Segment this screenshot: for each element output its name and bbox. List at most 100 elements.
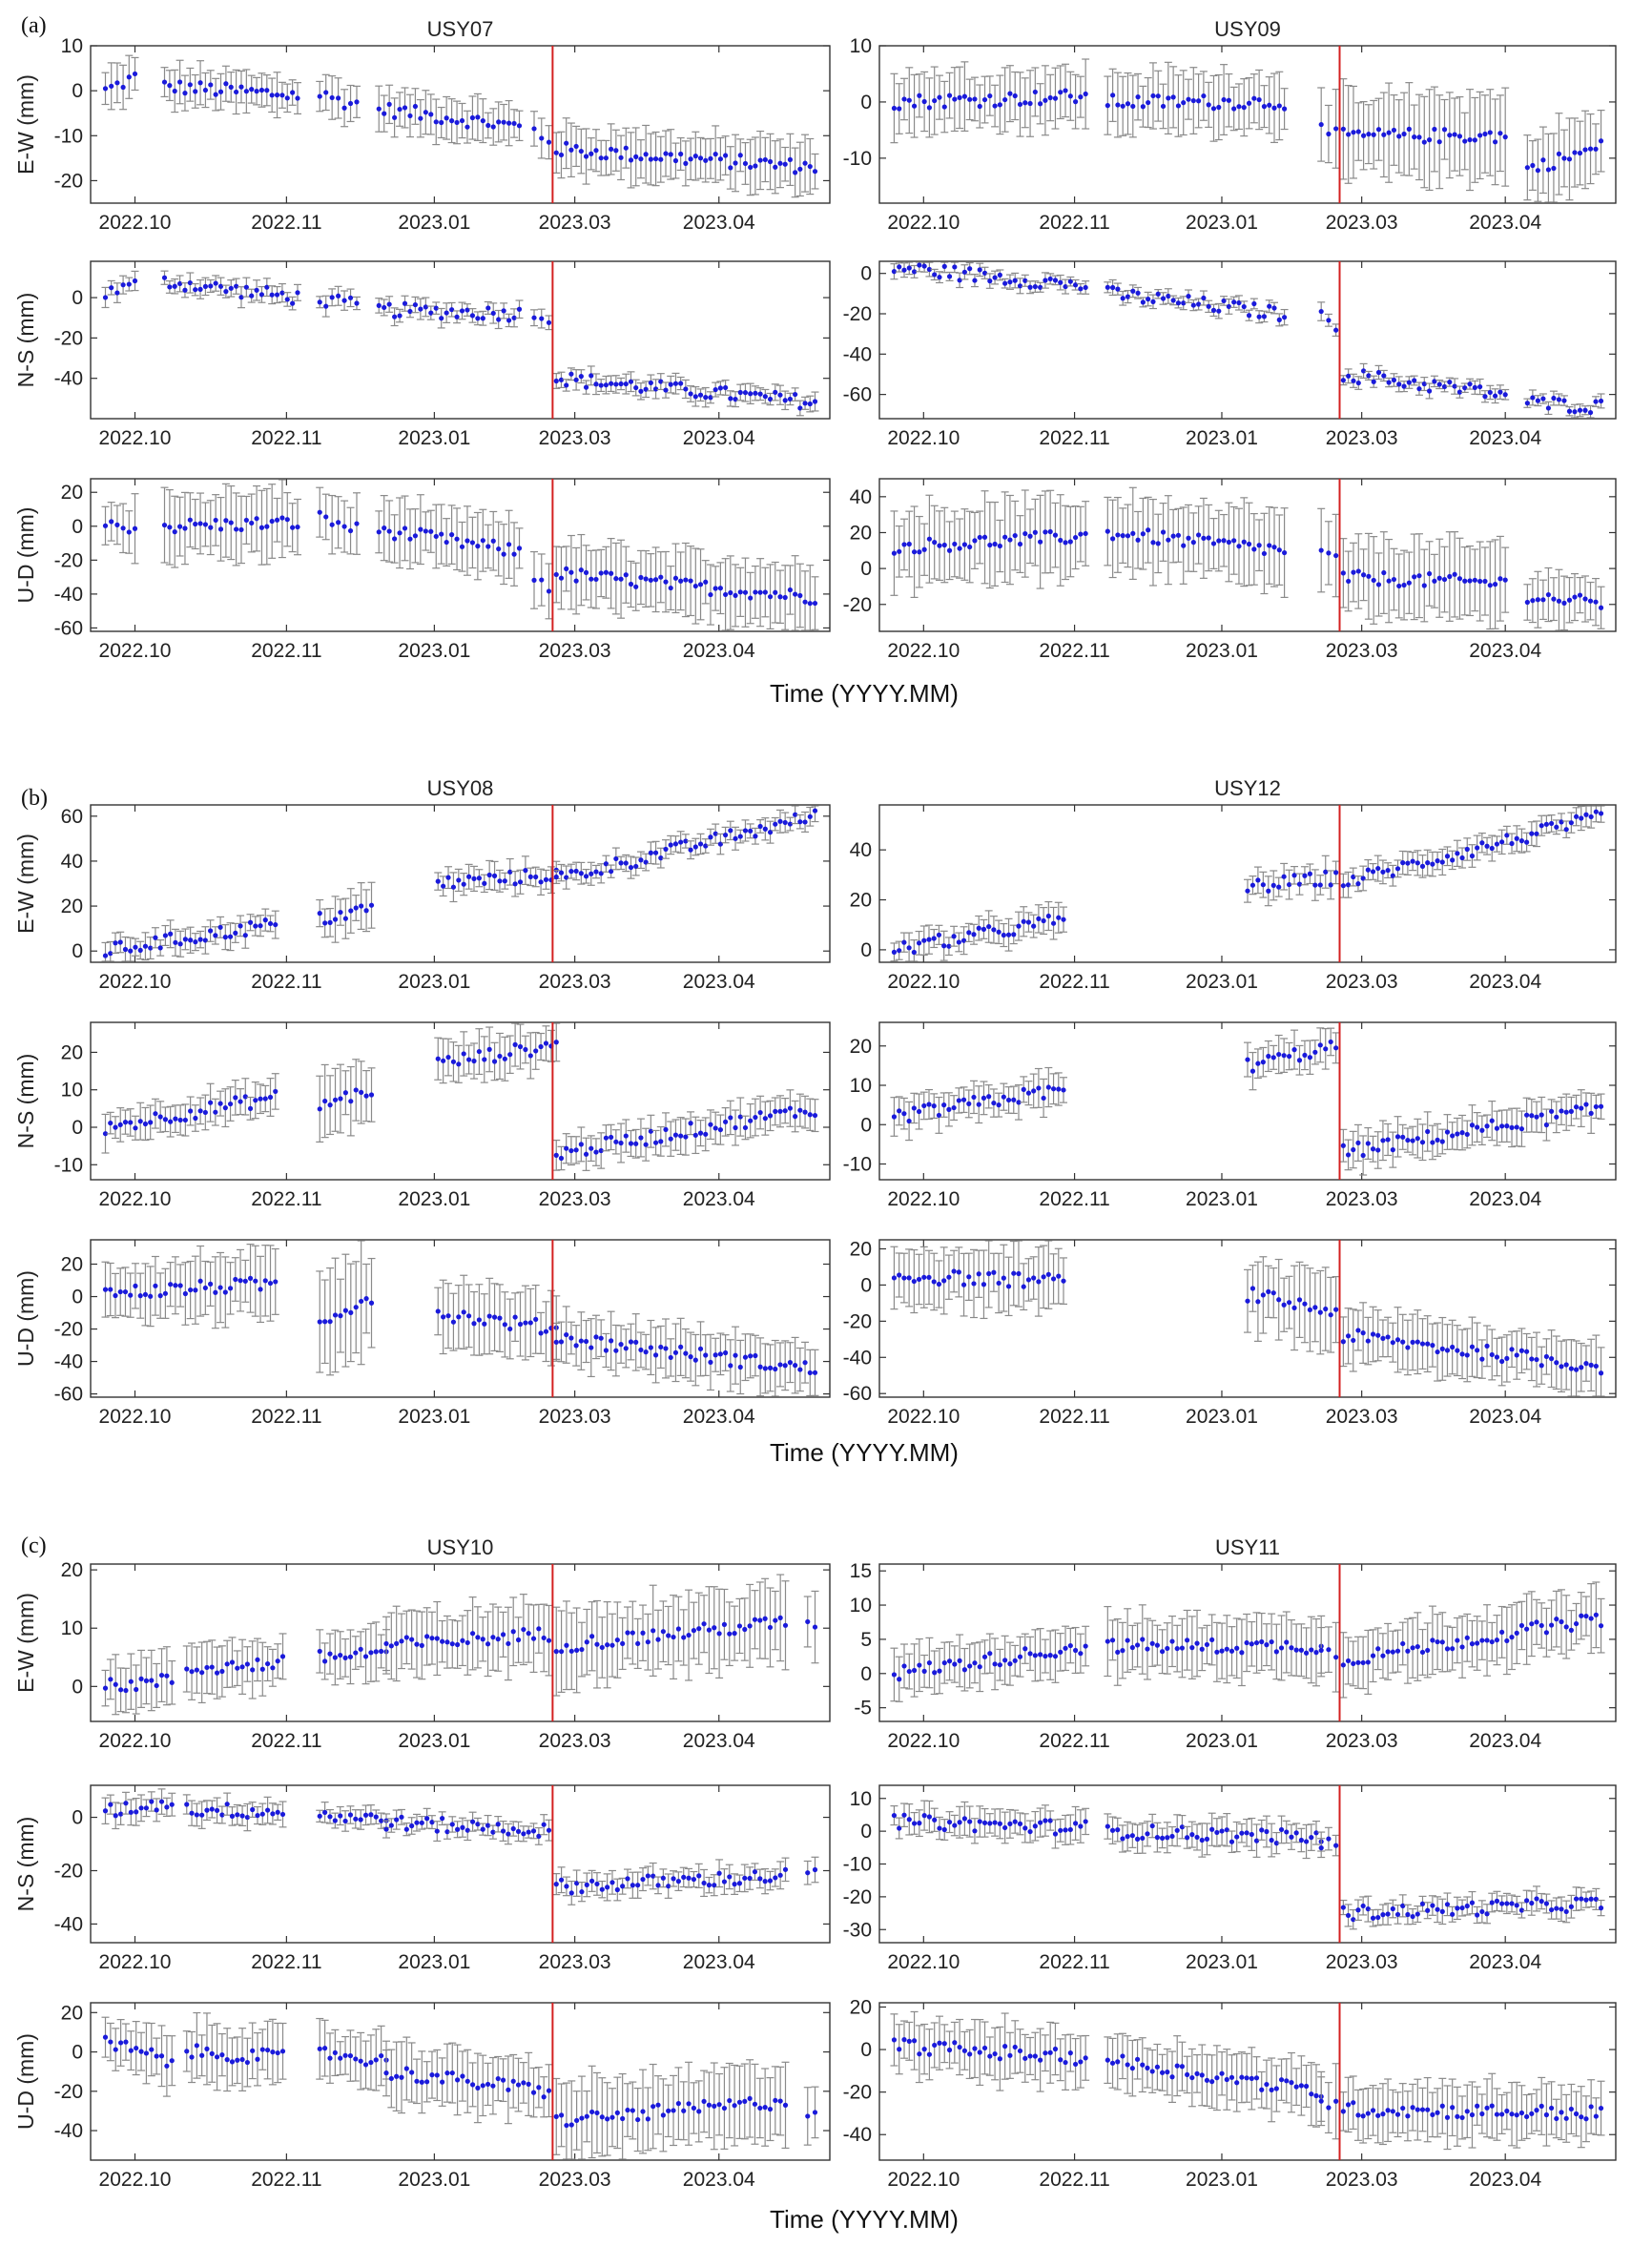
data-point: [114, 522, 120, 527]
data-point: [753, 1114, 758, 1121]
data-point: [213, 1109, 218, 1115]
data-point: [412, 103, 419, 110]
data-point: [1025, 919, 1032, 925]
data-point: [348, 1309, 354, 1315]
data-point: [1360, 133, 1367, 138]
data-point: [901, 542, 907, 547]
data-point: [516, 306, 523, 312]
plot-frame: [878, 45, 1617, 204]
data-point: [613, 1348, 619, 1353]
data-point: [723, 1119, 729, 1124]
data-point: [1598, 398, 1604, 404]
data-point: [683, 838, 689, 844]
data-point: [454, 536, 460, 542]
data-point: [663, 387, 669, 393]
data-point: [117, 939, 123, 945]
data-point: [223, 518, 229, 524]
data-point: [748, 391, 754, 397]
data-point: [1186, 294, 1191, 299]
data-point: [558, 377, 565, 382]
data-point: [1371, 577, 1376, 584]
data-point: [728, 396, 733, 402]
data-point: [516, 546, 523, 551]
data-point: [957, 278, 962, 283]
data-point: [946, 547, 953, 553]
data-point: [1166, 537, 1171, 543]
data-point: [941, 542, 947, 548]
data-point: [773, 164, 778, 170]
data-point: [243, 284, 249, 290]
data-point: [142, 1121, 149, 1127]
data-point: [1181, 300, 1187, 306]
data-point: [683, 1134, 689, 1140]
data-point: [593, 381, 599, 387]
data-point: [757, 1364, 763, 1370]
data-point: [264, 524, 270, 529]
data-point: [228, 285, 234, 291]
data-point: [1416, 573, 1422, 579]
data-point: [1577, 150, 1583, 156]
data-point: [193, 521, 198, 527]
data-point: [1462, 385, 1468, 391]
data-point: [911, 269, 918, 275]
data-point: [697, 582, 704, 587]
data-point: [1482, 131, 1488, 137]
data-point: [916, 940, 922, 946]
x-tick-label: 2023.03: [539, 640, 611, 662]
data-point: [652, 1140, 659, 1145]
data-point: [359, 1089, 364, 1096]
data-point: [777, 1108, 783, 1114]
data-point: [1017, 541, 1023, 547]
data-point: [1551, 395, 1557, 402]
data-point: [202, 1109, 208, 1116]
subplot-usy09-n-s: -60 -40 -20 0 2022.10 2022.11 2023.01 2023.03 20…: [843, 260, 1617, 449]
data-point: [1371, 132, 1376, 137]
data-point: [583, 569, 589, 575]
data-point: [353, 1305, 359, 1310]
data-point: [1241, 539, 1247, 545]
data-point: [937, 543, 942, 548]
data-point: [742, 1124, 749, 1131]
data-point: [1012, 93, 1018, 99]
data-point: [952, 264, 958, 270]
data-point: [787, 587, 794, 593]
data-point: [223, 289, 229, 295]
data-point: [113, 1292, 118, 1299]
y-tick-label: -60: [54, 1384, 83, 1406]
data-point: [1401, 131, 1407, 137]
data-point: [717, 1126, 723, 1133]
data-point: [274, 517, 280, 523]
data-point: [450, 884, 457, 890]
data-point: [122, 946, 129, 953]
data-point: [1582, 407, 1588, 413]
data-point: [1260, 882, 1266, 888]
data-point: [712, 152, 718, 157]
data-point: [329, 94, 335, 101]
data-point: [1105, 528, 1110, 534]
data-point: [1206, 102, 1211, 108]
data-point: [1052, 95, 1059, 101]
data-point: [952, 96, 958, 102]
data-point: [456, 1314, 462, 1320]
data-point: [802, 160, 808, 166]
data-point: [932, 540, 938, 546]
data-point: [1231, 106, 1237, 112]
data-point: [1582, 147, 1588, 153]
data-point: [638, 156, 644, 162]
data-point: [897, 106, 902, 112]
data-point: [603, 1135, 609, 1141]
y-axis-label: U-D (mm): [13, 1270, 38, 1367]
data-point: [1467, 136, 1473, 143]
data-point: [317, 299, 322, 305]
data-point: [476, 1048, 482, 1055]
data-point: [197, 1108, 203, 1114]
subplot-usy09-u-d: -20 0 20 40 2022.10 2022.11 2023.01 2023.03 2023…: [843, 478, 1617, 662]
data-point: [793, 591, 798, 597]
data-point: [1462, 138, 1468, 144]
data-point: [193, 89, 198, 94]
data-point: [1447, 133, 1453, 138]
data-point: [697, 841, 704, 847]
data-point: [1456, 389, 1463, 395]
data-point: [937, 275, 942, 280]
data-point: [480, 538, 485, 544]
